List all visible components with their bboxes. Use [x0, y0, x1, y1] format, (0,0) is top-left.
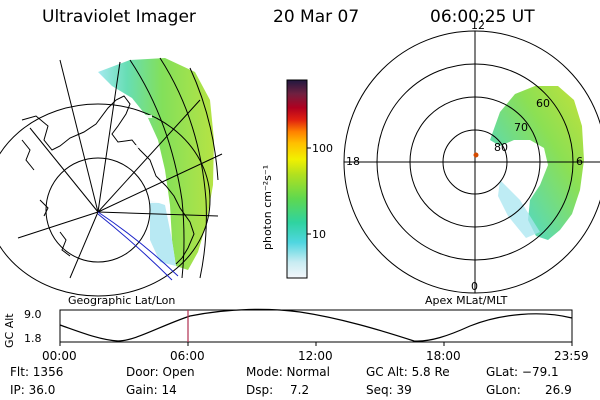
- polar-grid: [343, 30, 600, 294]
- colorbar-tick-10: 10: [312, 228, 326, 241]
- sequence-number: Seq: 39: [366, 383, 412, 397]
- geo-lat-circle: [0, 103, 211, 297]
- mlt-label-0: 0: [471, 280, 478, 293]
- x-tick-label: 23:59: [554, 349, 589, 363]
- polar-image: [343, 30, 600, 294]
- geo-latitude: GLat: −79.1: [486, 365, 559, 379]
- door-status: Door: Open: [126, 365, 195, 379]
- altitude-curve: [59, 308, 573, 342]
- ip-value: IP: 36.0: [10, 383, 56, 397]
- lat-label-70: 70: [514, 121, 528, 134]
- dsp-label: Dsp:: [246, 383, 274, 397]
- colorbar: [286, 79, 308, 279]
- geo-lat-circle: [45, 157, 151, 263]
- altitude-ylabel: GC Alt: [3, 313, 16, 348]
- geo-longitude-value: 26.9: [545, 383, 572, 397]
- colorbar-tick-100: 100: [312, 142, 333, 155]
- subsatellite-spot: [473, 152, 479, 158]
- lat-label-60: 60: [536, 97, 550, 110]
- ground-track: [97, 211, 179, 281]
- x-tick-label: 18:00: [426, 349, 461, 363]
- altitude-plot: [59, 308, 573, 346]
- geo-image: [0, 57, 223, 297]
- mode-value: Mode: Normal: [246, 365, 330, 379]
- x-ticks: [59, 342, 573, 346]
- x-tick-label: 12:00: [298, 349, 333, 363]
- mlt-label-12: 12: [471, 19, 485, 32]
- lat-label-80: 80: [494, 141, 508, 154]
- x-tick-label: 06:00: [170, 349, 205, 363]
- flight-number: Flt: 1356: [10, 365, 64, 379]
- colorbar-unit-label: photon cm⁻²s⁻¹: [261, 164, 274, 250]
- x-tick-label: 00:00: [42, 349, 77, 363]
- geo-meridians: [17, 57, 223, 279]
- gain-value: Gain: 14: [126, 383, 177, 397]
- polar-aurora: [490, 86, 584, 240]
- geo-longitude-label: GLon:: [486, 383, 521, 397]
- time-label: 06:00:25 UT: [430, 7, 535, 27]
- date-label: 20 Mar 07: [273, 7, 360, 27]
- gc-altitude: GC Alt: 5.8 Re: [366, 365, 450, 379]
- altitude-ymax: 9.0: [24, 308, 42, 321]
- mlt-label-18: 18: [346, 155, 360, 168]
- geo-aurora: [98, 58, 214, 270]
- dsp-value: 7.2: [290, 383, 310, 397]
- polar-panel-label: Apex MLat/MLT: [425, 294, 508, 307]
- instrument-title: Ultraviolet Imager: [42, 7, 196, 27]
- geo-panel-label: Geographic Lat/Lon: [68, 294, 176, 307]
- altitude-ymin: 1.8: [24, 332, 42, 345]
- mlt-label-6: 6: [576, 155, 583, 168]
